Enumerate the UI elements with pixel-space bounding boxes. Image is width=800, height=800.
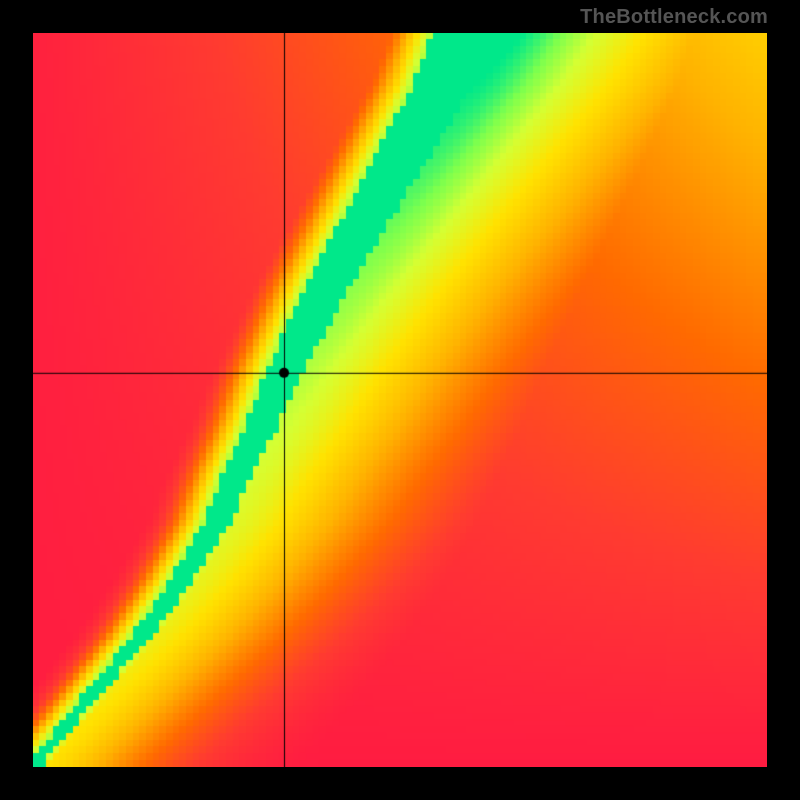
watermark-text: TheBottleneck.com [580, 6, 768, 29]
chart-container: { "watermark": { "text": "TheBottleneck.… [0, 0, 800, 800]
bottleneck-heatmap [33, 33, 767, 767]
